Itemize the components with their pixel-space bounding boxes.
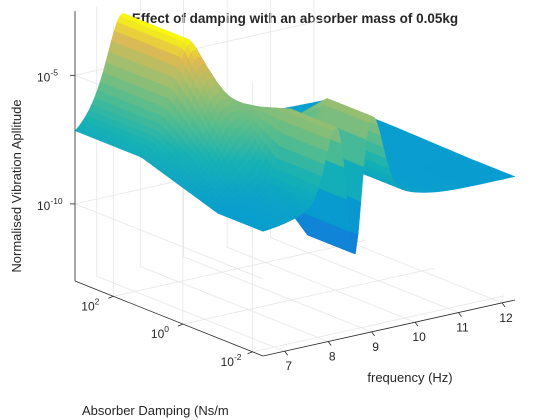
x-tick-mark xyxy=(371,331,375,337)
x-tick-mark xyxy=(458,312,462,317)
x-tick-mark xyxy=(501,302,506,308)
z-axis-label: Normalised Vibration Apllitude xyxy=(9,99,24,272)
z-tick-label: 10-5 xyxy=(37,67,58,84)
floor-gridline xyxy=(226,246,416,323)
floor-gridline xyxy=(252,295,505,353)
y-tick-label: 100 xyxy=(151,324,169,341)
y-tick-mark xyxy=(247,351,253,355)
x-tick-label: 12 xyxy=(499,311,513,325)
x-tick-label: 9 xyxy=(372,340,379,354)
y-tick-mark xyxy=(108,295,114,299)
x-tick-label: 7 xyxy=(285,359,292,373)
surface-patch xyxy=(507,174,516,178)
x-tick-label: 10 xyxy=(412,330,426,344)
chart-title: Effect of damping with an absorber mass … xyxy=(132,11,458,26)
surface-plot xyxy=(74,13,516,255)
x-tick-mark xyxy=(327,341,332,346)
floor-gridline xyxy=(113,239,366,297)
floor-gridline xyxy=(140,266,329,342)
x-tick-label: 8 xyxy=(329,350,336,364)
y-axis-label: Absorber Damping (Ns/m xyxy=(82,403,229,418)
floor-gridline xyxy=(96,275,285,352)
floor-gridline xyxy=(270,237,459,313)
y-tick-mark xyxy=(177,323,184,327)
floor-gridline xyxy=(182,267,435,325)
side-wall-gridline xyxy=(74,203,264,280)
x-axis-label: frequency (Hz) xyxy=(367,370,452,385)
y-axis-line xyxy=(74,280,264,357)
y-tick-label: 102 xyxy=(81,296,99,313)
floor-gridline xyxy=(183,256,372,333)
z-tick-label: 10-10 xyxy=(37,196,63,213)
x-tick-mark xyxy=(414,321,419,327)
x-tick-label: 11 xyxy=(456,321,469,335)
y-tick-label: 10-2 xyxy=(221,352,242,369)
x-tick-mark xyxy=(284,350,289,356)
x-axis-line xyxy=(262,299,516,357)
